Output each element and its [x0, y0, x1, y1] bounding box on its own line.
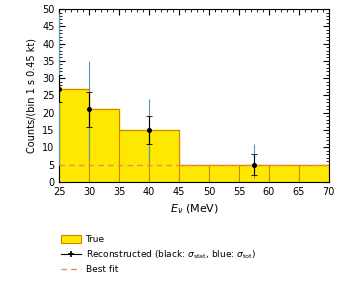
Bar: [59, 88, 89, 182]
Bar: [209, 165, 239, 182]
Bar: [239, 165, 269, 182]
X-axis label: $E_{\nu}$ (MeV): $E_{\nu}$ (MeV): [170, 202, 219, 216]
Bar: [269, 165, 299, 182]
Bar: [89, 109, 119, 182]
Y-axis label: Counts/(bin 1 s 0.45 kt): Counts/(bin 1 s 0.45 kt): [26, 38, 36, 153]
Bar: [179, 165, 209, 182]
Bar: [119, 130, 149, 182]
Legend: True, Reconstructed (black: $\sigma_{\mathrm{stat}}$, blue: $\sigma_{\mathrm{tot: True, Reconstructed (black: $\sigma_{\ma…: [61, 235, 256, 275]
Bar: [149, 130, 179, 182]
Bar: [299, 165, 329, 182]
